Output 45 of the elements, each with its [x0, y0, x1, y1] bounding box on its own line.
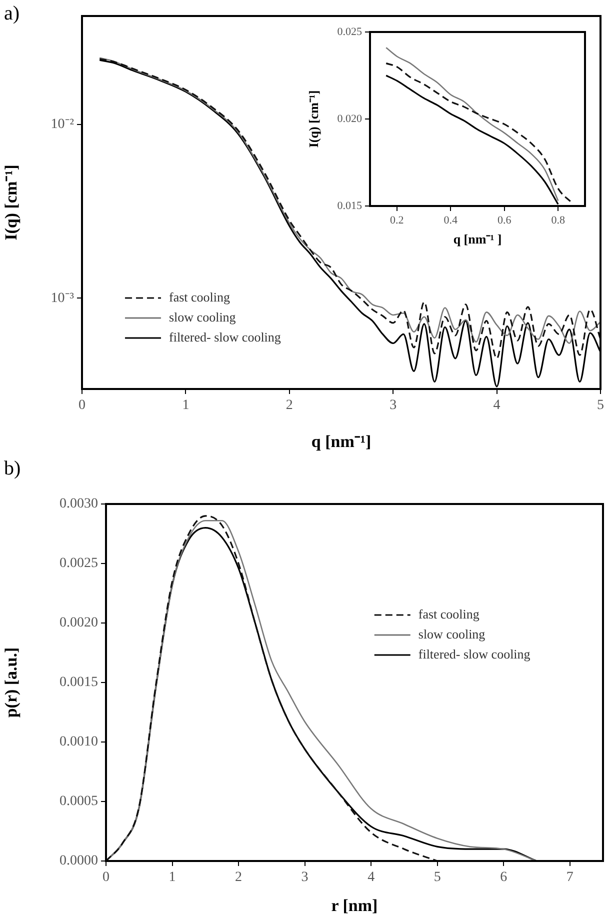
x-axis-title: q [nm⁻¹ ] — [453, 232, 502, 247]
y-tick-label: 0.0000 — [60, 854, 98, 869]
y-axis-title: p(r) [a.u.] — [2, 647, 21, 718]
y-tick-label: 0.0020 — [60, 616, 98, 631]
x-tick-label: 3 — [301, 870, 308, 886]
y-tick-label: 10⁻³ — [50, 290, 74, 306]
x-axis-title: q [nm⁻¹] — [311, 432, 372, 452]
legend-label: filtered- slow cooling — [169, 329, 282, 344]
legend-label: slow cooling — [169, 309, 236, 324]
x-tick-label: 3 — [390, 398, 397, 414]
legend-label: fast cooling — [169, 289, 231, 304]
y-tick-label: 0.0005 — [60, 794, 98, 810]
y-tick-label: 0.0015 — [60, 675, 98, 690]
x-tick-label: 6 — [500, 870, 508, 886]
x-tick-label: 2 — [235, 870, 242, 886]
y-tick-label: 0.025 — [337, 26, 362, 38]
legend-label: slow cooling — [418, 626, 486, 642]
x-tick-label: 0.8 — [551, 214, 566, 226]
x-tick-label: 0 — [78, 398, 86, 414]
x-tick-label: 4 — [493, 398, 500, 414]
x-tick-label: 1 — [168, 870, 176, 886]
x-tick-label: 5 — [597, 398, 604, 414]
x-tick-label: 4 — [368, 870, 375, 886]
y-tick-label: 0.0025 — [60, 556, 98, 572]
y-tick-label: 0.0010 — [60, 734, 98, 750]
line-series — [385, 47, 559, 202]
y-tick-label: 10⁻² — [50, 116, 74, 132]
x-axis-title: r [nm] — [331, 896, 378, 916]
y-axis-title: I(q) [cm⁻¹] — [2, 164, 21, 240]
legend-label: fast cooling — [418, 606, 480, 622]
y-tick-label: 0.0030 — [60, 496, 98, 512]
x-tick-label: 7 — [566, 870, 574, 886]
x-tick-label: 2 — [286, 398, 293, 414]
x-tick-label: 0.6 — [498, 214, 512, 226]
x-tick-label: 0.2 — [390, 214, 404, 226]
y-axis-title: I(q) [cm⁻¹] — [306, 90, 322, 148]
legend-label: filtered- slow cooling — [418, 646, 531, 662]
x-tick-label: 0.4 — [444, 214, 458, 226]
chart-title: a) — [4, 2, 20, 24]
y-tick-label: 0.015 — [337, 200, 362, 212]
x-tick-label: 0 — [102, 870, 110, 886]
x-tick-label: 1 — [182, 398, 190, 414]
x-tick-label: 5 — [434, 870, 441, 886]
y-tick-label: 0.020 — [337, 112, 362, 125]
chart-title: b) — [4, 457, 21, 480]
